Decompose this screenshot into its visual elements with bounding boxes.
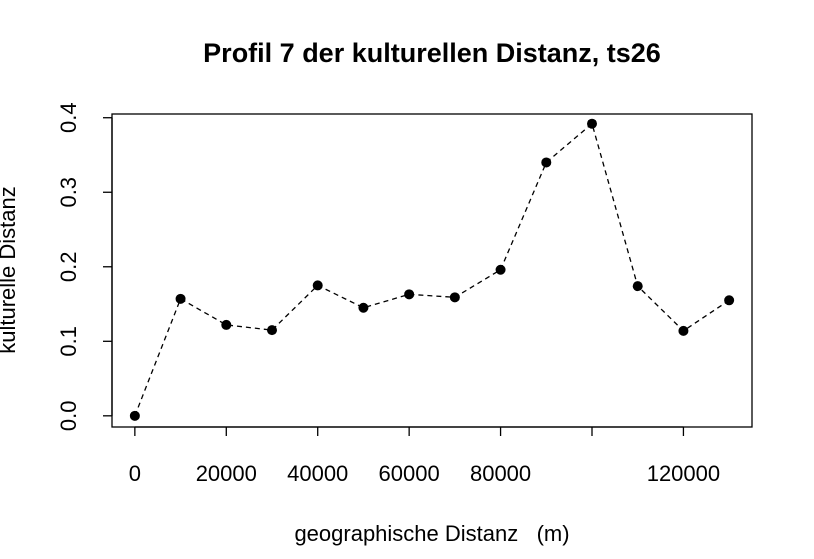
series-line xyxy=(134,122,730,417)
data-point xyxy=(678,325,689,336)
data-point xyxy=(724,295,735,306)
y-axis-title: kulturelle Distanz xyxy=(0,186,20,354)
x-tick-label: 20000 xyxy=(196,461,257,486)
x-tick-label: 40000 xyxy=(287,461,348,486)
data-point xyxy=(541,157,552,168)
x-axis-title: geographische Distanz (m) xyxy=(294,521,569,546)
data-point xyxy=(267,325,277,336)
y-tick-label: 0.1 xyxy=(56,326,81,357)
x-tick-label: 80000 xyxy=(470,461,531,486)
data-point xyxy=(449,292,460,303)
x-tick-label: 0 xyxy=(129,461,141,486)
x-tick-label: 60000 xyxy=(379,461,440,486)
y-axis: 0.0 0.1 0.2 0.3 0.4 xyxy=(56,102,113,432)
data-point xyxy=(404,289,415,300)
y-tick-label: 0.0 xyxy=(56,401,81,432)
data-point xyxy=(632,281,643,292)
y-tick-label: 0.2 xyxy=(56,251,81,282)
data-point xyxy=(495,264,506,275)
data-point xyxy=(175,293,186,304)
data-points xyxy=(129,118,735,421)
data-point xyxy=(221,319,232,330)
data-point xyxy=(129,410,140,421)
data-point xyxy=(358,302,369,313)
y-tick-label: 0.3 xyxy=(56,177,81,208)
x-tick-label: 120000 xyxy=(647,461,720,486)
plot-frame xyxy=(111,113,753,428)
x-axis: 0 20000 40000 60000 80000 120000 xyxy=(129,426,720,486)
data-point xyxy=(312,280,323,291)
y-tick-label: 0.4 xyxy=(56,102,81,133)
chart-title: Profil 7 der kulturellen Distanz, ts26 xyxy=(203,38,661,68)
data-point xyxy=(587,118,597,129)
